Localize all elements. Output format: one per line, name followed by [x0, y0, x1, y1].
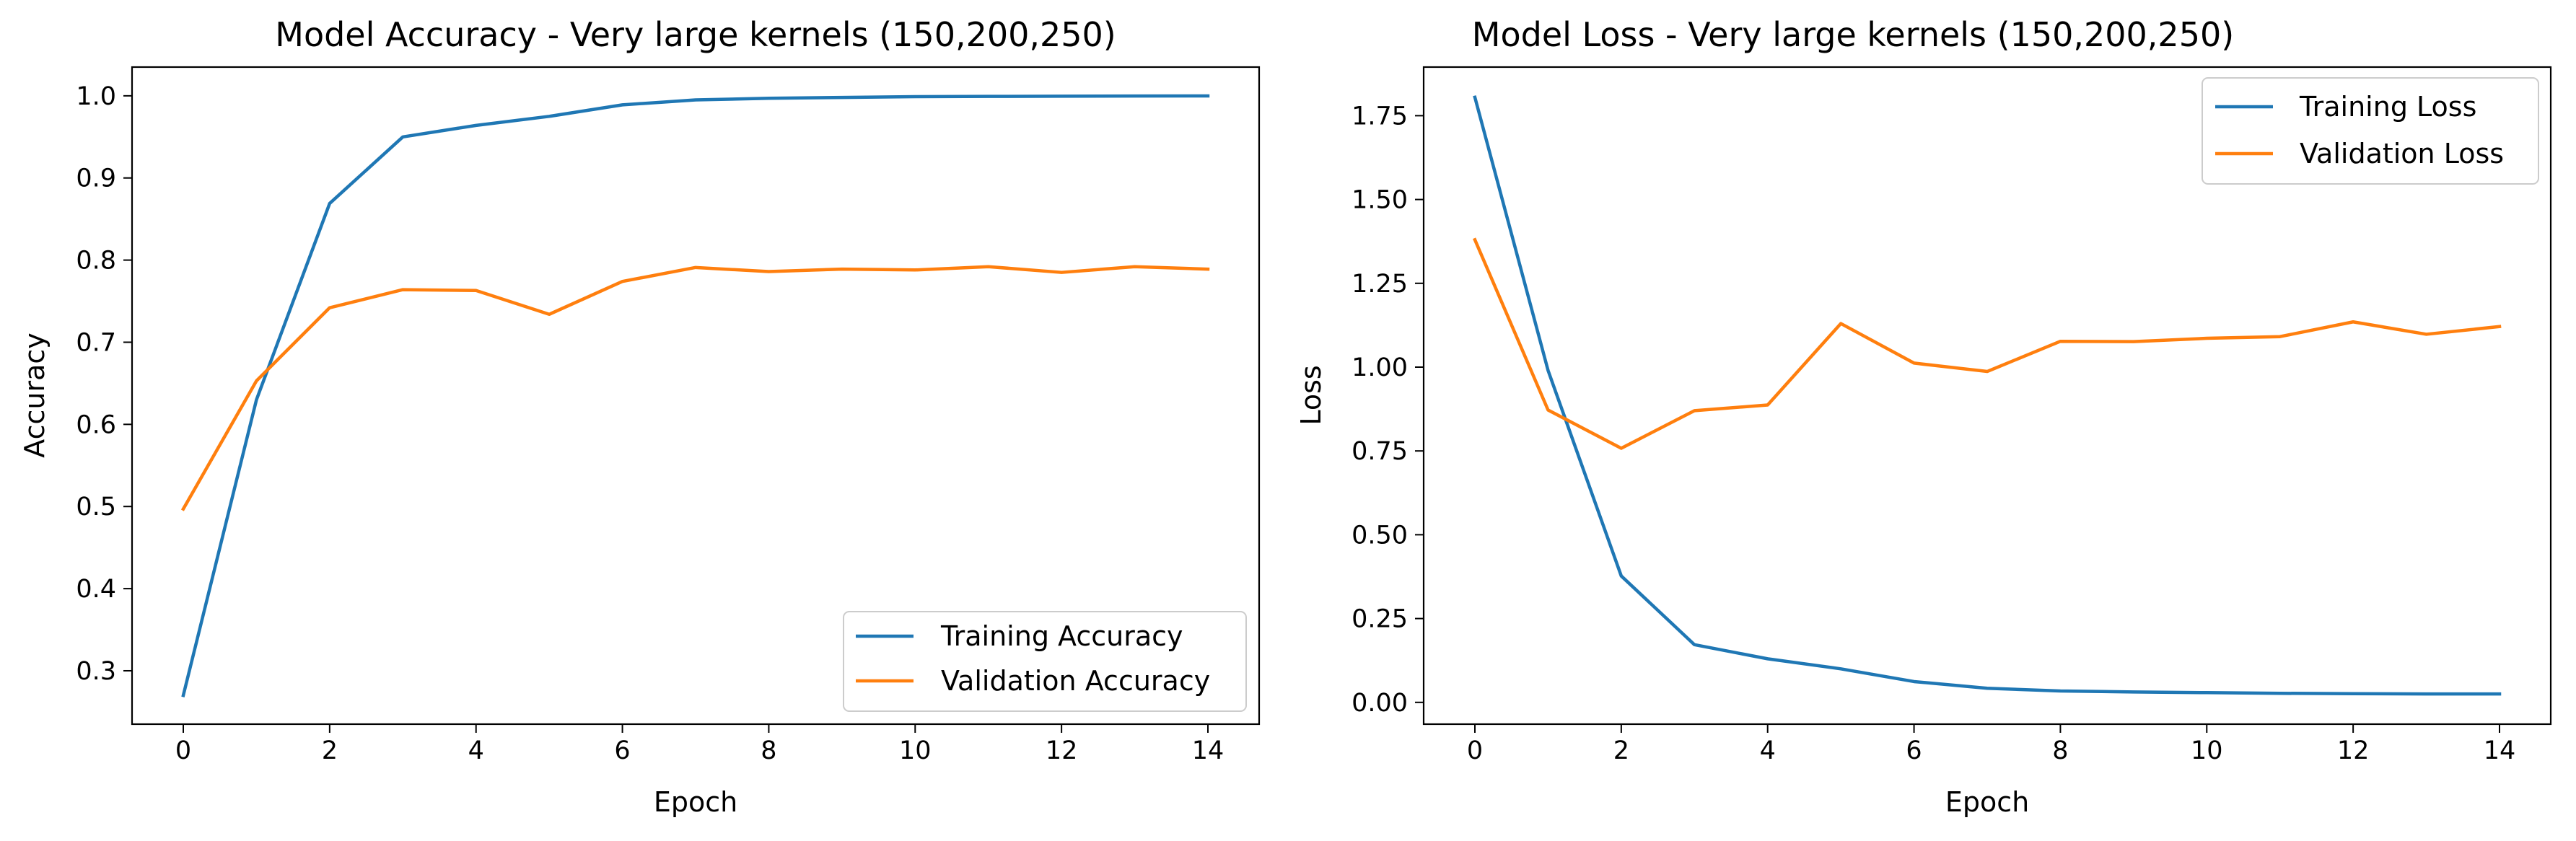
- accuracy-y-tick-label: 0.7: [76, 328, 116, 357]
- loss-x-axis-label: Epoch: [1945, 786, 2029, 818]
- accuracy-y-tick-label: 0.5: [76, 493, 116, 521]
- loss-x-tick-label: 10: [2191, 736, 2223, 765]
- accuracy-panel: Model Accuracy - Very large kernels (150…: [19, 15, 1261, 818]
- loss-y-tick-label: 1.75: [1351, 102, 1408, 131]
- loss-legend-label-validation: Validation Loss: [2300, 138, 2504, 169]
- loss-chart-title: Model Loss - Very large kernels (150,200…: [1472, 15, 2234, 54]
- accuracy-x-tick-label: 2: [322, 736, 338, 765]
- accuracy-x-ticks: 0 2 4 6 8 10 12 14: [175, 724, 1224, 765]
- loss-y-tick-label: 0.25: [1351, 605, 1408, 634]
- loss-y-tick-label: 1.00: [1351, 353, 1408, 382]
- accuracy-series-line-training-accuracy: [181, 94, 1210, 697]
- loss-legend-label-training: Training Loss: [2299, 91, 2476, 123]
- accuracy-series-lines: [180, 94, 1210, 697]
- loss-series-line-validation-loss: [1473, 237, 2502, 450]
- loss-series-line-training-loss: [1473, 95, 2502, 696]
- loss-y-tick-label: 1.25: [1351, 270, 1408, 299]
- accuracy-x-tick-label: 14: [1192, 736, 1225, 765]
- accuracy-y-axis-label: Accuracy: [19, 333, 51, 458]
- accuracy-x-tick-label: 0: [175, 736, 191, 765]
- accuracy-legend-label-training: Training Accuracy: [940, 620, 1183, 652]
- loss-plot-frame: [1422, 66, 2552, 726]
- loss-x-tick-label: 4: [1760, 736, 1776, 765]
- accuracy-y-ticks: 0.3 0.4 0.5 0.6 0.7 0.8 0.9 1.0: [76, 82, 132, 686]
- loss-legend-box: [2202, 77, 2539, 185]
- loss-panel: Model Loss - Very large kernels (150,200…: [1295, 15, 2552, 818]
- loss-y-axis-label: Loss: [1295, 365, 1327, 425]
- loss-x-tick-label: 14: [2484, 736, 2516, 765]
- loss-x-ticks: 0 2 4 6 8 10 12 14: [1467, 724, 2515, 765]
- accuracy-chart-title: Model Accuracy - Very large kernels (150…: [275, 15, 1116, 54]
- accuracy-x-tick-label: 6: [614, 736, 630, 765]
- loss-y-tick-label: 0.75: [1351, 437, 1408, 466]
- loss-y-ticks: 0.00 0.25 0.50 0.75 1.00 1.25 1.50 1.75: [1351, 102, 1424, 718]
- accuracy-x-axis-label: Epoch: [654, 786, 737, 818]
- accuracy-x-tick-label: 8: [761, 736, 776, 765]
- accuracy-y-tick-label: 0.8: [76, 247, 116, 276]
- loss-y-tick-label: 0.00: [1351, 689, 1408, 718]
- loss-y-tick-label: 0.50: [1351, 521, 1408, 550]
- accuracy-legend-box: [843, 611, 1247, 712]
- accuracy-x-tick-label: 4: [468, 736, 484, 765]
- accuracy-y-tick-label: 0.6: [76, 410, 116, 439]
- loss-y-tick-label: 1.50: [1351, 186, 1408, 215]
- accuracy-series-line-validation-accuracy: [180, 265, 1210, 511]
- accuracy-legend-label-validation: Validation Accuracy: [941, 665, 1210, 697]
- accuracy-y-tick-label: 0.3: [76, 657, 116, 686]
- loss-x-tick-label: 0: [1467, 736, 1483, 765]
- loss-x-tick-label: 6: [1906, 736, 1922, 765]
- accuracy-legend: Training Accuracy Validation Accuracy: [843, 611, 1247, 712]
- accuracy-y-tick-label: 1.0: [76, 82, 116, 111]
- accuracy-y-tick-label: 0.4: [76, 575, 116, 604]
- loss-legend: Training Loss Validation Loss: [2202, 77, 2539, 185]
- accuracy-x-tick-label: 12: [1046, 736, 1078, 765]
- loss-series-lines: [1473, 95, 2502, 696]
- accuracy-plot-frame: [131, 66, 1261, 726]
- accuracy-y-tick-label: 0.9: [76, 164, 116, 193]
- loss-x-tick-label: 8: [2052, 736, 2068, 765]
- accuracy-x-tick-label: 10: [899, 736, 932, 765]
- loss-x-tick-label: 2: [1613, 736, 1629, 765]
- loss-x-tick-label: 12: [2337, 736, 2370, 765]
